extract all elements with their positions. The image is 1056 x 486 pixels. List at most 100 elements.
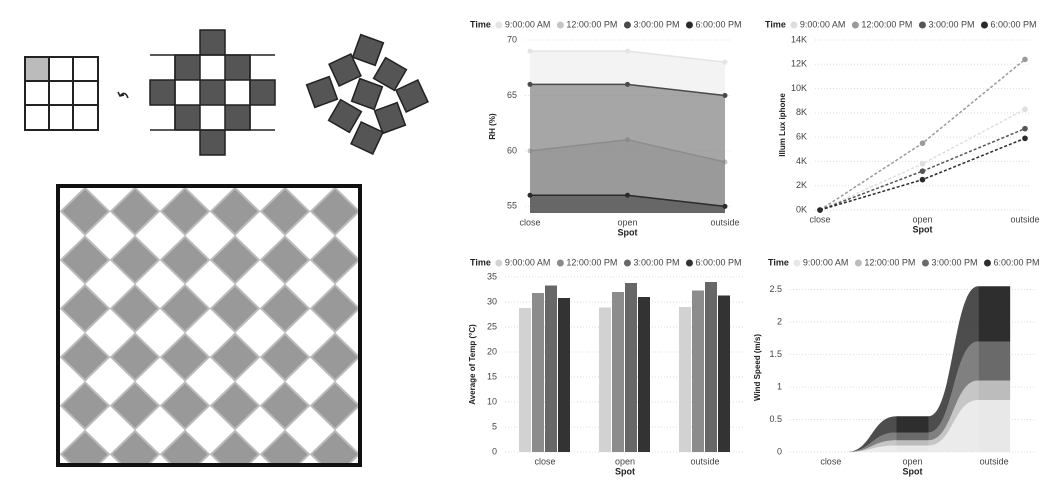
- point: [625, 81, 630, 87]
- y-tick-label: 0: [777, 446, 782, 456]
- y-tick-label: 10K: [791, 83, 807, 93]
- point: [527, 148, 533, 154]
- diagram-grid: [24, 56, 129, 131]
- x-tick-label: open: [902, 456, 922, 466]
- legend-swatch: [980, 21, 988, 29]
- y-axis-title: Wind Speed (m/s): [753, 334, 762, 401]
- y-tick-label: 20: [487, 346, 497, 356]
- legend-swatch: [623, 259, 631, 267]
- legend-swatch: [918, 21, 926, 29]
- bar-segment: [896, 416, 929, 433]
- legend-swatch: [793, 259, 801, 267]
- line: [819, 127, 1026, 211]
- legend-swatch: [983, 259, 991, 267]
- line: [819, 108, 1026, 211]
- legend-swatch: [685, 21, 693, 29]
- y-tick-label: 6K: [796, 132, 807, 142]
- y-tick-label: 65: [507, 90, 517, 100]
- legend-swatch: [921, 259, 929, 267]
- x-tick-label: close: [820, 456, 841, 466]
- x-axis-title: Spot: [913, 224, 933, 234]
- legend-swatch: [790, 21, 798, 29]
- x-tick-label: outside: [980, 456, 1009, 466]
- y-axis-title: Illum Lux iphone: [778, 93, 787, 157]
- legend-label: 9:00:00 AM: [505, 257, 551, 267]
- point: [722, 203, 728, 209]
- point: [527, 192, 533, 198]
- ribbon: [928, 380, 979, 446]
- x-tick-label: outside: [1010, 214, 1039, 224]
- legend-label: 3:00:00 PM: [928, 19, 974, 29]
- y-tick-label: 5: [492, 421, 497, 431]
- area: [530, 195, 725, 213]
- legend-label: 9:00:00 AM: [803, 257, 849, 267]
- point: [919, 176, 926, 183]
- point: [625, 48, 630, 54]
- point: [625, 192, 630, 198]
- y-tick-label: 55: [507, 201, 517, 211]
- x-tick-label: open: [912, 214, 932, 224]
- bar: [638, 297, 650, 452]
- y-tick-label: 12K: [791, 59, 807, 69]
- legend-label: 12:00:00 PM: [861, 19, 912, 29]
- y-tick-label: 2: [777, 316, 782, 326]
- legend-label: 9:00:00 AM: [800, 19, 846, 29]
- ribbon: [846, 416, 897, 452]
- y-axis-title: RH (%): [488, 113, 497, 140]
- diagram-rotated: [305, 33, 429, 155]
- legend-swatch: [623, 21, 631, 29]
- point: [722, 92, 728, 98]
- legend-title: Time: [765, 19, 786, 29]
- y-tick-label: 25: [487, 321, 497, 331]
- x-tick-label: outside: [690, 456, 719, 466]
- point: [1022, 56, 1028, 63]
- legend-swatch: [851, 21, 859, 29]
- x-axis-title: Spot: [903, 466, 923, 476]
- legend-label: 6:00:00 PM: [695, 257, 741, 267]
- x-axis-title: Spot: [618, 227, 638, 237]
- y-tick-label: 1: [777, 381, 782, 391]
- ribbon: [928, 341, 979, 441]
- y-tick-label: 4K: [796, 156, 807, 166]
- y-tick-label: 35: [487, 271, 497, 281]
- y-tick-label: 30: [487, 296, 497, 306]
- point: [527, 81, 533, 87]
- legend-label: 12:00:00 PM: [566, 19, 617, 29]
- x-tick-label: close: [534, 456, 555, 466]
- x-tick-label: open: [617, 217, 637, 227]
- legend-label: 6:00:00 PM: [695, 19, 741, 29]
- legend-swatch: [556, 21, 564, 29]
- legend-label: 9:00:00 AM: [505, 19, 551, 29]
- legend-swatch: [854, 259, 862, 267]
- y-tick-label: 2.5: [769, 284, 782, 294]
- bar: [692, 290, 704, 452]
- point: [527, 48, 533, 54]
- point: [919, 140, 926, 147]
- bar-segment: [978, 400, 1011, 452]
- area: [530, 84, 725, 213]
- y-tick-label: 0K: [796, 204, 807, 214]
- point: [919, 161, 926, 167]
- legend-label: 12:00:00 PM: [864, 257, 915, 267]
- legend-swatch: [495, 259, 503, 267]
- ribbon: [928, 400, 979, 452]
- bar-segment: [896, 432, 929, 441]
- bar-segment: [978, 286, 1011, 342]
- legend-title: Time: [470, 19, 491, 29]
- bar-segment: [896, 440, 929, 446]
- y-tick-label: 1.5: [769, 349, 782, 359]
- y-tick-label: 15: [487, 371, 497, 381]
- point: [625, 137, 630, 143]
- legend-swatch: [495, 21, 503, 29]
- legend-swatch: [556, 259, 564, 267]
- x-axis-title: Spot: [615, 466, 635, 476]
- legend-label: 3:00:00 PM: [633, 19, 679, 29]
- bar: [545, 285, 557, 452]
- legend-label: 6:00:00 PM: [990, 19, 1036, 29]
- bar: [558, 298, 570, 452]
- bar: [532, 293, 544, 452]
- bar: [519, 308, 531, 452]
- bar-segment: [896, 445, 929, 452]
- bar-segment: [978, 380, 1011, 400]
